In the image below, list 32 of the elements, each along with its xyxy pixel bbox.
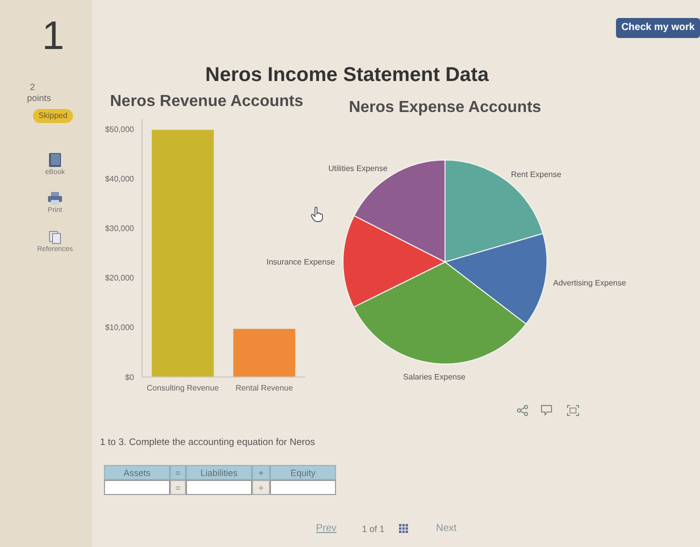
slice-label: Rent Expense bbox=[511, 170, 562, 180]
x-tick-label: Rental Revenue bbox=[236, 384, 294, 393]
text: + bbox=[258, 483, 264, 493]
text: Neros Income Statement Data bbox=[205, 64, 489, 86]
text: 1 bbox=[42, 14, 64, 58]
y-tick-label: $10,000 bbox=[105, 323, 135, 332]
text: Prev bbox=[316, 523, 337, 534]
chart-title: Neros Expense Accounts bbox=[348, 99, 542, 116]
y-tick-label: $0 bbox=[125, 372, 135, 382]
text: Assets bbox=[123, 468, 150, 478]
text: 2 bbox=[30, 82, 36, 92]
y-tick-label: $40,000 bbox=[105, 174, 135, 184]
text: Liabilities bbox=[200, 468, 238, 478]
text: Next bbox=[436, 523, 457, 534]
text: = bbox=[175, 483, 181, 493]
text: Skipped bbox=[38, 111, 68, 120]
y-tick-label: $20,000 bbox=[105, 274, 135, 283]
y-tick-label: $50,000 bbox=[105, 124, 135, 134]
slice-label: Insurance Expense bbox=[266, 257, 336, 266]
x-tick-label: Consulting Revenue bbox=[146, 384, 220, 393]
y-tick-label: $30,000 bbox=[105, 224, 135, 233]
text: points bbox=[27, 93, 52, 103]
text: 1 to 3. Complete the accounting equation for Neros bbox=[100, 437, 315, 448]
slice-label: Utilities Expense bbox=[328, 164, 388, 174]
text: + bbox=[258, 468, 264, 478]
text: Check my work bbox=[621, 22, 695, 33]
text: 1 of 1 bbox=[362, 524, 385, 534]
chart-title: Neros Revenue Accounts bbox=[110, 93, 304, 110]
text: = bbox=[175, 468, 181, 478]
slice-label: Salaries Expense bbox=[403, 372, 466, 382]
text: Equity bbox=[290, 468, 316, 478]
slice-label: Advertising Expense bbox=[553, 278, 627, 288]
